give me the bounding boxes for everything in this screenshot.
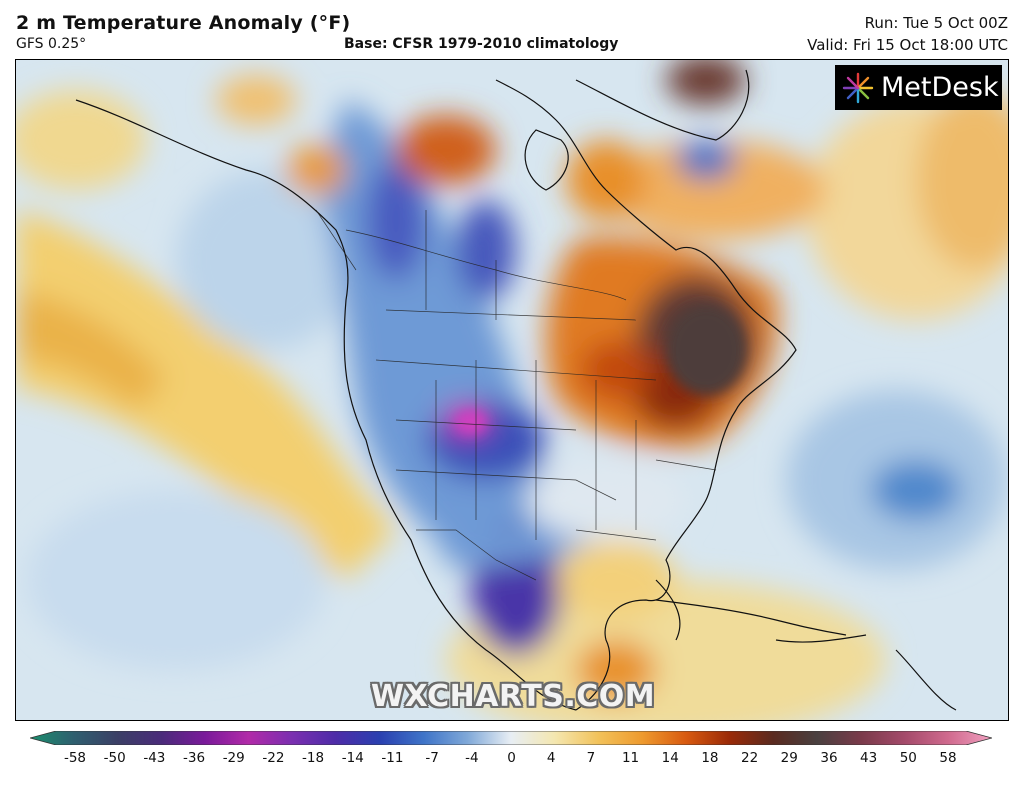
colorbar-tick-label: -58	[63, 750, 87, 766]
colorbar-tick-label: -4	[465, 750, 479, 766]
colorbar-tick-label: 43	[860, 750, 878, 766]
metdesk-burst-icon	[842, 72, 874, 103]
map-canvas	[16, 60, 1008, 720]
coastlines	[75, 69, 957, 711]
colorbar-tick-label: 22	[740, 750, 759, 766]
model-label: GFS 0.25°	[16, 36, 87, 52]
colorbar-tick-label: -14	[341, 750, 364, 766]
colorbar-tick-label: 4	[546, 750, 556, 766]
temperature-anomaly-map: MetDesk WXCHARTS.COM	[15, 59, 1009, 721]
colorbar-tick-label: -7	[425, 750, 439, 766]
colorbar-tick-label: 50	[899, 750, 917, 766]
watermark: WXCHARTS.COM	[371, 679, 656, 714]
run-time-label: Run: Tue 5 Oct 00Z	[864, 14, 1008, 32]
colorbar	[30, 731, 992, 745]
colorbar-tick-label: -11	[381, 750, 404, 766]
colorbar-tick-label: 29	[780, 750, 798, 766]
colorbar-tick-label: 58	[939, 750, 957, 766]
colorbar-ticks: -58 -50 -43 -36 -29 -22 -18 -14 -11 -7 -4 0 4 7 11 14 18…	[0, 750, 1024, 770]
colorbar-tick-label: -29	[222, 750, 245, 766]
colorbar-tick-label: 0	[507, 750, 516, 766]
political-borders	[315, 209, 717, 581]
colorbar-tick-label: -36	[183, 750, 206, 766]
colorbar-tick-label: 18	[701, 750, 719, 766]
colorbar-tick-label: 11	[621, 750, 640, 766]
colorbar-tick-label: -18	[302, 750, 325, 766]
colorbar-tick-label: -22	[262, 750, 285, 766]
colorbar-tick-label: 14	[661, 750, 679, 766]
colorbar-tick-label: 36	[820, 750, 838, 766]
colorbar-tick-label: -43	[143, 750, 166, 766]
colorbar-tick-label: -50	[103, 750, 126, 766]
climatology-base-label: Base: CFSR 1979-2010 climatology	[344, 36, 619, 52]
colorbar-tick-label: 7	[586, 750, 596, 766]
valid-time-label: Valid: Fri 15 Oct 18:00 UTC	[807, 36, 1008, 54]
chart-title: 2 m Temperature Anomaly (°F)	[16, 12, 351, 34]
logo-text: MetDesk	[881, 72, 999, 103]
metdesk-logo: MetDesk	[835, 65, 1002, 110]
colorbar-body	[30, 731, 992, 745]
